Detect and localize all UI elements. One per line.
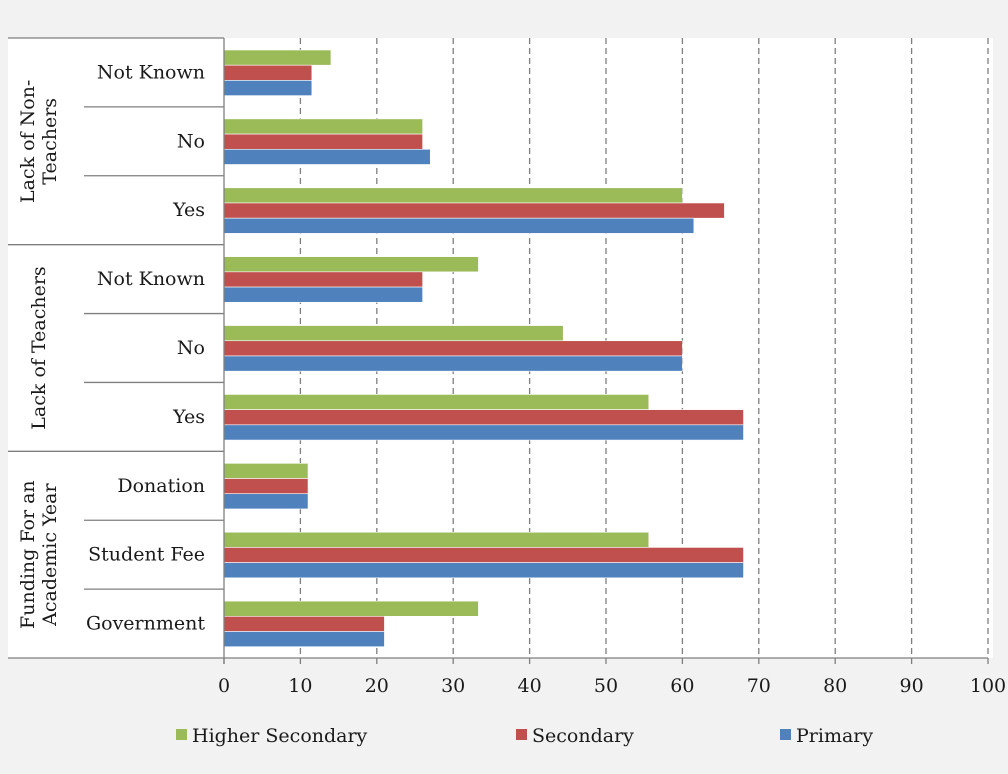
bar-secondary-4 xyxy=(223,340,683,357)
bar-primary-0 xyxy=(223,631,385,648)
category-label-not-known: Not Known xyxy=(97,61,205,83)
x-tick-label-70: 70 xyxy=(747,675,771,697)
bar-higher-secondary-8 xyxy=(223,49,332,66)
x-tick-label-40: 40 xyxy=(518,675,542,697)
bar-secondary-2 xyxy=(223,478,309,495)
bar-primary-5 xyxy=(223,286,423,303)
bars xyxy=(223,49,744,648)
bar-higher-secondary-3 xyxy=(223,394,650,410)
axes xyxy=(8,37,989,664)
x-tick-label-100: 100 xyxy=(970,675,1006,697)
bar-higher-secondary-7 xyxy=(223,118,423,135)
legend-swatch-secondary xyxy=(516,729,527,740)
category-label-no: No xyxy=(177,337,205,359)
bar-secondary-5 xyxy=(223,271,423,288)
bar-secondary-3 xyxy=(223,409,744,426)
bar-primary-2 xyxy=(223,493,309,510)
legend-label-primary: Primary xyxy=(796,725,873,747)
category-label-yes: Yes xyxy=(172,199,205,221)
legend-swatch-primary xyxy=(780,729,791,740)
x-tick-label-90: 90 xyxy=(900,675,924,697)
bar-primary-7 xyxy=(223,148,431,165)
bar-secondary-0 xyxy=(223,616,385,632)
x-tick-label-60: 60 xyxy=(670,675,694,697)
bar-secondary-1 xyxy=(223,547,744,563)
bar-primary-1 xyxy=(223,562,744,579)
bar-higher-secondary-5 xyxy=(223,256,479,273)
bar-higher-secondary-2 xyxy=(223,463,309,479)
legend-label-higher-secondary: Higher Secondary xyxy=(192,725,368,747)
x-tick-label-0: 0 xyxy=(218,675,230,697)
group-label-2-line-1: Teachers xyxy=(39,98,61,185)
category-label-student-fee: Student Fee xyxy=(88,544,205,566)
x-tick-labels: 0 10 20 30 40 50 60 70 80 90 100 xyxy=(218,675,1006,697)
category-label-donation: Donation xyxy=(117,475,205,497)
bar-secondary-7 xyxy=(223,133,423,150)
legend: Higher Secondary Secondary Primary xyxy=(176,725,873,747)
bar-primary-8 xyxy=(223,80,313,96)
group-label-1-line-0: Lack of Teachers xyxy=(28,266,50,429)
bar-higher-secondary-6 xyxy=(223,187,683,204)
group-label-0-line-0: Funding For an xyxy=(17,480,39,629)
category-label-government: Government xyxy=(86,613,205,635)
legend-label-secondary: Secondary xyxy=(532,725,634,747)
x-tick-label-20: 20 xyxy=(365,675,389,697)
group-label-2-line-0: Lack of Non- xyxy=(17,80,39,203)
category-labels: Government Student Fee Donation Yes No Not Kn… xyxy=(17,61,205,634)
x-tick-label-50: 50 xyxy=(594,675,618,697)
x-tick-label-80: 80 xyxy=(823,675,847,697)
bar-higher-secondary-1 xyxy=(223,531,650,548)
category-label-yes: Yes xyxy=(172,406,205,428)
group-label-0-line-1: Academic Year xyxy=(39,483,61,627)
x-tick-label-30: 30 xyxy=(441,675,465,697)
bar-secondary-6 xyxy=(223,202,725,219)
bar-higher-secondary-4 xyxy=(223,325,564,342)
bar-primary-6 xyxy=(223,217,695,234)
bar-primary-3 xyxy=(223,424,744,441)
legend-swatch-higher-secondary xyxy=(176,729,187,740)
bar-secondary-8 xyxy=(223,64,313,81)
bar-higher-secondary-0 xyxy=(223,600,479,617)
x-tick-label-10: 10 xyxy=(288,675,312,697)
category-label-not-known: Not Known xyxy=(97,268,205,290)
bar-primary-4 xyxy=(223,355,683,372)
category-label-no: No xyxy=(177,130,205,152)
